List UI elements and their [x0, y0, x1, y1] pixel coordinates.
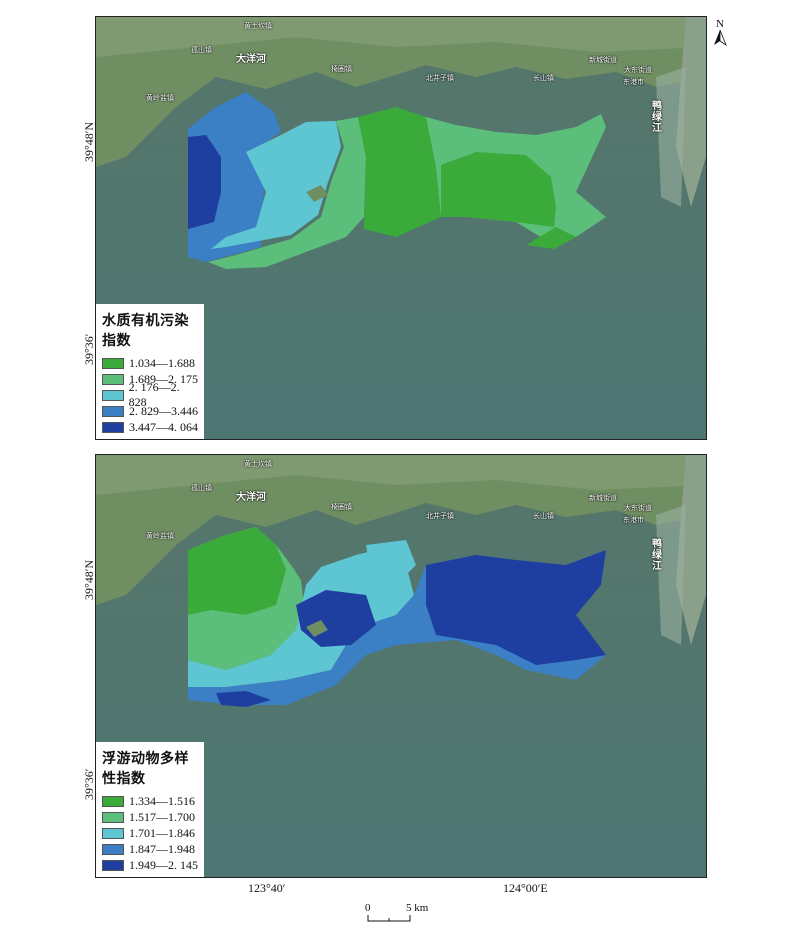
- place-label: 黄土坎镇: [244, 460, 272, 468]
- legend-item: 2. 176—2. 828: [102, 380, 199, 409]
- legend-item: 2. 829—3.446: [102, 403, 199, 419]
- coastal-land: [96, 455, 706, 605]
- zone-class-1a: [358, 107, 441, 237]
- place-label: 黄岭盐镇: [146, 532, 174, 540]
- legend: 水质有机污染指数 1.034—1.688 1.689—2. 175 2. 176…: [96, 304, 204, 439]
- lat-label: 39°36′: [82, 768, 96, 800]
- legend-title: 浮游动物多样性指数: [102, 751, 189, 787]
- legend-item: 3.447—4. 064: [102, 419, 199, 435]
- scale-bar-line: [367, 915, 411, 922]
- place-label: 黄土坎镇: [244, 22, 272, 30]
- aquaculture-ponds: [656, 67, 686, 207]
- legend-swatch: [102, 373, 124, 385]
- inland-area: [96, 17, 706, 57]
- lat-label: 39°48′N: [82, 121, 96, 162]
- place-label: 大东街道: [624, 504, 652, 512]
- legend-swatch: [102, 389, 124, 401]
- legend-swatch: [102, 827, 124, 839]
- legend-label: 2. 829—3.446: [129, 403, 198, 418]
- legend-label: 1.517—1.700: [129, 809, 195, 824]
- place-label: 长山镇: [533, 512, 554, 520]
- legend-item: 1.701—1.846: [102, 825, 199, 841]
- place-label: 黄岭盐镇: [146, 94, 174, 102]
- coastal-land: [96, 17, 706, 167]
- zone-class-5c: [216, 691, 271, 707]
- legend-label: 1.847—1.948: [129, 841, 195, 856]
- lat-label: 39°36′: [82, 333, 96, 365]
- legend-item: 1.949—2. 145: [102, 857, 199, 873]
- river-label: 大洋河: [236, 54, 266, 65]
- legend-label: 3.447—4. 064: [129, 419, 198, 434]
- legend-label: 2. 176—2. 828: [128, 380, 180, 409]
- place-label: 椅圈镇: [331, 65, 352, 73]
- place-label: 北井子镇: [426, 74, 454, 82]
- legend-item: 1.689—2. 175: [102, 371, 199, 387]
- zone-class-1: [188, 527, 286, 615]
- zone-class-3: [211, 121, 341, 249]
- place-label: 新城街道: [589, 494, 617, 502]
- legend-label: 1.034—1.688: [129, 355, 195, 370]
- zone-class-5a: [426, 550, 606, 665]
- lon-label: 124°00′E: [503, 881, 548, 895]
- place-label: 东港市: [623, 78, 644, 86]
- legend-swatch: [102, 859, 124, 871]
- zone-class-1c: [526, 227, 576, 249]
- map-canvas: [96, 455, 706, 877]
- place-label: 东港市: [623, 516, 644, 524]
- map-panel-organic-pollution[interactable]: 黄土坎镇 孤山镇 大洋河 黄岭盐镇 椅圈镇 北井子镇 长山镇 新城街道 大东街道…: [95, 16, 707, 440]
- legend-item: 1.517—1.700: [102, 809, 199, 825]
- zone-class-2a: [208, 117, 366, 269]
- island: [306, 185, 328, 202]
- scale-five: 5 km: [406, 902, 429, 914]
- legend-label: 1.701—1.846: [129, 825, 195, 840]
- legend-label: 1.949—2. 145: [129, 857, 198, 872]
- legend-item: 1.034—1.688: [102, 355, 199, 371]
- river-label: 鸭绿江: [652, 539, 662, 572]
- legend-label: 1.689—2. 175: [129, 371, 198, 386]
- legend-item: 1.334—1.516: [102, 793, 199, 809]
- legend-swatch: [102, 357, 124, 369]
- estuary-land: [676, 17, 706, 207]
- legend-label: 1.334—1.516: [129, 793, 195, 808]
- legend-swatch: [102, 843, 124, 855]
- lon-label: 123°40′: [248, 881, 286, 895]
- place-label: 椅圈镇: [331, 503, 352, 511]
- zone-class-3b: [366, 540, 416, 585]
- legend-swatch: [102, 811, 124, 823]
- river-label: 鸭绿江: [652, 101, 662, 134]
- scale-zero: 0: [365, 902, 371, 914]
- estuary-land: [676, 455, 706, 645]
- river-label: 大洋河: [236, 492, 266, 503]
- lat-label: 39°48′N: [82, 559, 96, 600]
- legend-swatch: [102, 795, 124, 807]
- legend: 浮游动物多样性指数 1.334—1.516 1.517—1.700 1.701—…: [96, 742, 204, 877]
- zone-class-1b: [441, 152, 556, 227]
- north-arrow-icon: [714, 29, 727, 47]
- legend-item: 1.847—1.948: [102, 841, 199, 857]
- place-label: 北井子镇: [426, 512, 454, 520]
- place-label: 孤山镇: [191, 46, 212, 54]
- aquaculture-ponds: [656, 505, 686, 645]
- place-label: 长山镇: [533, 74, 554, 82]
- place-label: 大东街道: [624, 66, 652, 74]
- island: [306, 620, 328, 637]
- zone-class-5: [188, 135, 221, 229]
- legend-swatch: [102, 405, 124, 417]
- north-label: N: [716, 18, 724, 30]
- inland-area: [96, 455, 706, 495]
- map-panel-zooplankton-diversity[interactable]: 黄土坎镇 孤山镇 大洋河 黄岭盐镇 椅圈镇 北井子镇 长山镇 新城街道 大东街道…: [95, 454, 707, 878]
- legend-swatch: [102, 421, 124, 433]
- legend-title: 水质有机污染指数: [102, 313, 189, 349]
- north-arrow: N: [713, 18, 727, 49]
- place-label: 孤山镇: [191, 484, 212, 492]
- place-label: 新城街道: [589, 56, 617, 64]
